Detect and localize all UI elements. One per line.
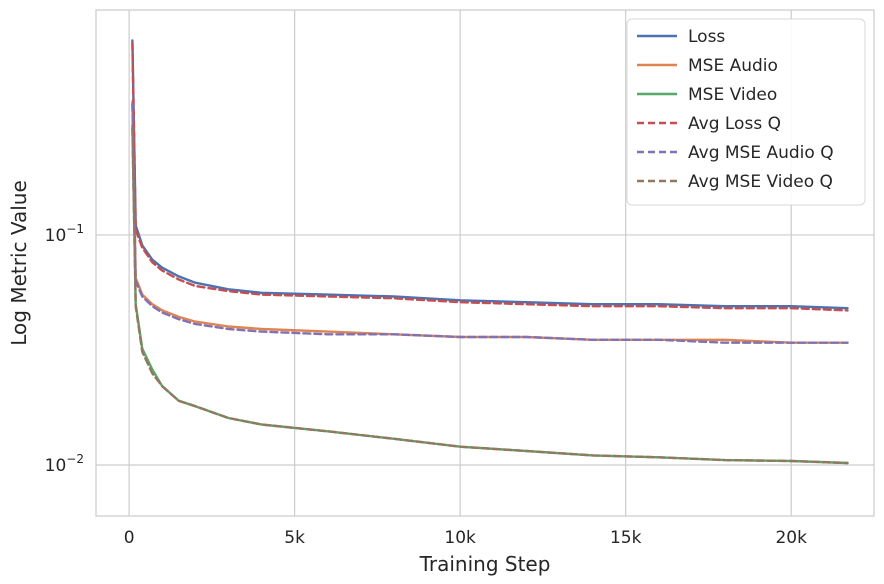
x-tick-label: 5k	[284, 528, 305, 548]
legend-label: Avg Loss Q	[688, 114, 781, 134]
y-tick-label: 10−1	[45, 222, 84, 246]
y-tick-exponent: −1	[66, 222, 84, 236]
series-layer	[131, 39, 849, 465]
legend-label: MSE Audio	[688, 56, 778, 76]
legend-box	[626, 18, 866, 206]
series-line-loss	[131, 39, 849, 310]
plot-frame	[95, 9, 875, 517]
legend-label: Avg MSE Video Q	[688, 172, 833, 192]
series-line-avg-mse-audio-q	[131, 102, 849, 344]
x-tick-label: 15k	[610, 528, 642, 548]
series-line-avg-loss-q	[131, 42, 849, 312]
legend-label: Avg MSE Audio Q	[688, 143, 834, 163]
legend: Loss MSE Audio MSE Video Avg Loss Q Avg MSE …	[626, 18, 866, 206]
x-axis-label: Training Step	[419, 552, 551, 576]
x-tick-label: 0	[124, 528, 135, 548]
series-line-avg-mse-video-q	[131, 127, 849, 465]
y-tick-base: 10	[45, 456, 67, 476]
x-tick-label: 20k	[775, 528, 807, 548]
y-tick-label: 10−2	[45, 452, 84, 476]
legend-label: MSE Video	[688, 85, 777, 105]
grid	[96, 10, 874, 516]
legend-label: Loss	[688, 27, 725, 47]
y-tick-exponent: −2	[66, 452, 84, 466]
y-axis-label: Log Metric Value	[7, 180, 31, 346]
x-tick-label: 10k	[444, 528, 476, 548]
y-tick-base: 10	[45, 226, 67, 246]
